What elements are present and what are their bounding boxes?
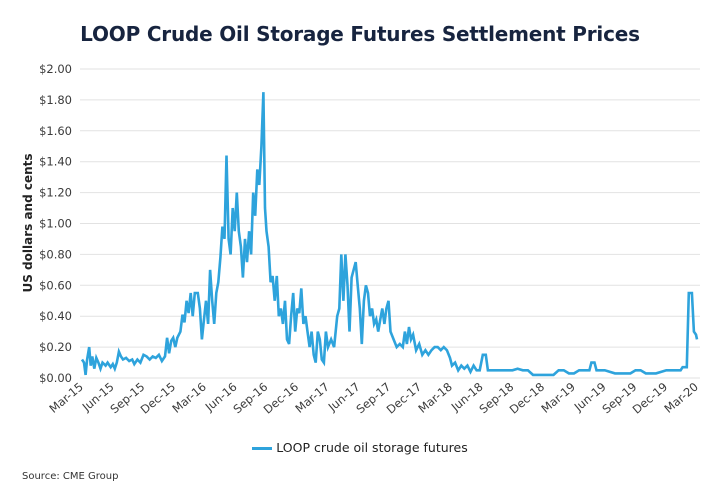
y-tick-label: $0.00 (39, 371, 72, 385)
x-tick-label: Dec-15 (138, 380, 178, 417)
x-tick-label: Mar-19 (538, 380, 577, 416)
series-group (80, 92, 699, 377)
y-tick-label: $1.20 (39, 186, 72, 200)
y-tick-label: $1.80 (39, 93, 72, 107)
legend-swatch (252, 447, 273, 450)
y-tick-label: $0.40 (39, 309, 72, 323)
x-tick-label: Dec-16 (261, 380, 301, 417)
y-tick-label: $0.80 (39, 247, 72, 261)
source-note: Source: CME Group (22, 471, 119, 482)
y-axis-label: US dollars and cents (21, 153, 35, 292)
y-tick-label: $1.60 (39, 124, 72, 138)
x-tick-label: Mar-18 (415, 380, 454, 416)
y-tick-label: $1.40 (39, 155, 72, 169)
x-tick-label: Mar-20 (661, 380, 700, 416)
x-tick-label: Dec-17 (384, 380, 424, 417)
x-tick-label: Mar-15 (46, 380, 85, 416)
chart-title: LOOP Crude Oil Storage Futures Settlemen… (80, 22, 640, 46)
x-tick-label: Dec-19 (630, 380, 670, 417)
x-axis-ticks: Mar-15Jun-15Sep-15Dec-15Mar-16Jun-16Sep-… (46, 380, 700, 417)
y-axis-ticks: $0.00 $0.20 $0.40 $0.60 $0.80 $1.00 $1.20 $1.40… (39, 62, 72, 385)
legend: LOOP crude oil storage futures (0, 440, 720, 455)
x-tick-label: Mar-17 (292, 380, 331, 416)
y-tick-label: $0.20 (39, 340, 72, 354)
y-tick-label: $0.60 (39, 278, 72, 292)
series-line (80, 92, 699, 377)
y-tick-label: $2.00 (39, 62, 72, 76)
x-tick-label: Dec-18 (507, 380, 547, 417)
y-tick-label: $1.00 (39, 217, 72, 231)
legend-label: LOOP crude oil storage futures (276, 440, 468, 455)
x-tick-label: Mar-16 (169, 380, 208, 416)
